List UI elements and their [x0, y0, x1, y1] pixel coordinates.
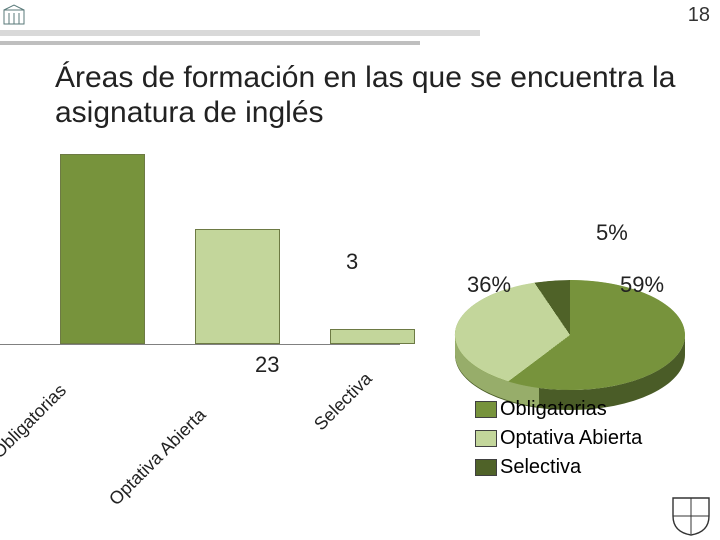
- pie-legend: Obligatorias Optativa Abierta Selectiva: [475, 395, 642, 482]
- bar-baseline: [0, 344, 400, 345]
- shield-icon: [668, 496, 714, 536]
- bar-value-selectiva: 3: [346, 249, 358, 275]
- rule-bottom: [0, 41, 420, 45]
- swatch-icon: [475, 401, 497, 418]
- legend-label: Obligatorias: [500, 395, 607, 424]
- bar-label-obligatorias: Obligatorias: [0, 380, 71, 463]
- legend-item-optativa: Optativa Abierta: [475, 424, 642, 453]
- bar-optativa: [195, 229, 280, 344]
- swatch-icon: [475, 430, 497, 447]
- bar-label-optativa: Optativa Abierta: [105, 404, 210, 509]
- legend-item-obligatorias: Obligatorias: [475, 395, 642, 424]
- pct-obligatorias: 59%: [620, 272, 664, 298]
- bar-chart: [0, 150, 400, 345]
- bar-obligatorias: [60, 154, 145, 344]
- rule-top: [0, 30, 480, 36]
- legend-label: Optativa Abierta: [500, 424, 642, 453]
- page-number: 18: [688, 4, 710, 27]
- pct-selectiva: 5%: [596, 220, 628, 246]
- legend-item-selectiva: Selectiva: [475, 453, 642, 482]
- institution-icon: [2, 4, 26, 28]
- bar-label-selectiva: Selectiva: [310, 368, 377, 435]
- bar-selectiva: [330, 329, 415, 344]
- pct-optativa: 36%: [467, 272, 511, 298]
- bar-value-optativa: 23: [255, 352, 279, 378]
- page-title: Áreas de formación en las que se encuent…: [55, 60, 685, 131]
- legend-label: Selectiva: [500, 453, 581, 482]
- swatch-icon: [475, 459, 497, 476]
